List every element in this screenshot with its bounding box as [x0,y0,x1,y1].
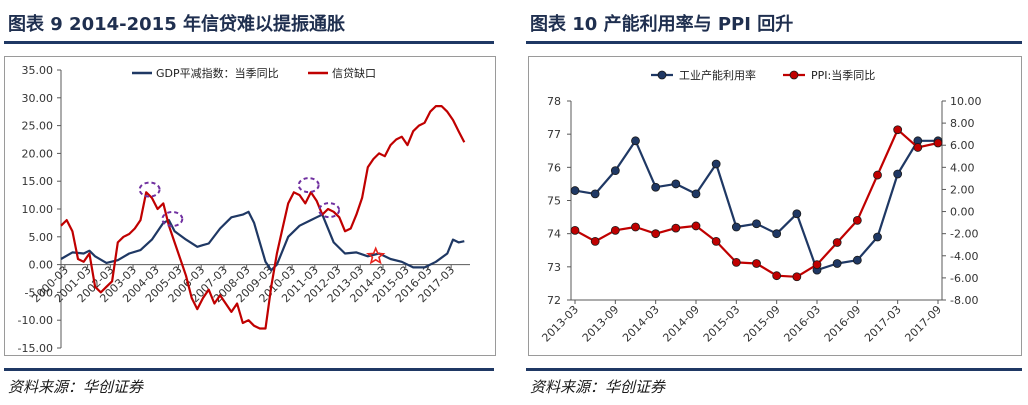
right-left-y-tick-label: 76 [547,161,561,174]
highlight-ellipse [297,177,320,194]
highlight-ellipse [161,211,184,228]
highlight-star [366,246,386,265]
left-y-tick-label: 35.00 [22,64,54,77]
left-legend: GDP平减指数：当季同比 信贷缺口 [132,66,376,80]
right-right-y-tick-label: -8.00 [950,294,978,307]
ppi-yoy-point [711,237,721,246]
left-y-tick-label: 20.00 [22,147,54,160]
ppi-yoy-point [772,271,782,281]
left-annotations [138,177,386,265]
capacity-utilization-point [631,136,640,146]
capacity-utilization-point [852,255,862,265]
highlight-ellipse [138,181,161,198]
ppi-yoy-point [651,229,661,239]
capacity-utilization-point [873,232,882,242]
capacity-utilization-point [832,259,842,268]
capacity-utilization-point [651,182,661,192]
highlight-ellipse [318,202,341,219]
capacity-utilization-point [671,179,681,189]
capacity-utilization-point [792,209,802,219]
legend-label-ppi: PPI:当季同比 [811,68,875,82]
right-source-note: 资料来源：华创证券 [530,378,666,396]
left-series-group [60,104,466,330]
legend-label-util: 工业产能利用率 [679,68,756,82]
right-source-rule [526,368,1022,371]
legend-marker-ppi [789,70,799,80]
ppi-yoy-point [852,215,862,225]
right-title-rule [526,41,1022,44]
ppi-yoy-point [691,221,701,231]
left-chart-frame [4,56,496,356]
capacity-ppi-chart: 78 77 76 75 74 73 72 10.00 8.00 6.00 4.00 2.00 0.00… [528,56,1022,356]
left-y-tick-label: 25.00 [22,120,54,133]
ppi-yoy-point [933,138,943,148]
right-left-y-tick-label: 75 [547,195,561,208]
ppi-yoy-point [893,125,903,135]
right-right-y-tick-label: 2.00 [950,183,975,196]
gdp-deflator-line [60,210,465,272]
left-figure-title: 图表 9 2014-2015 年信贷难以提振通胀 [8,14,345,35]
right-right-y-tick-label: 8.00 [950,117,975,130]
legend-label-gdp: GDP平减指数：当季同比 [156,66,279,80]
capacity-utilization-point [590,189,600,199]
ppi-yoy-point [913,143,923,152]
ppi-yoy-point [590,237,600,246]
capacity-utilization-point [752,219,761,229]
left-y-tick-label: -10.00 [18,314,53,327]
ppi-yoy-point [812,260,822,270]
ppi-yoy-point [731,258,741,267]
right-chart-frame [528,56,1022,356]
left-y-axis: 35.00 30.00 25.00 20.00 15.00 10.00 5.00 0.00 -5… [18,64,62,355]
right-right-y-tick-label: -2.00 [950,228,978,241]
legend-marker-util [657,70,667,80]
left-y-tick-label: 5.00 [29,231,54,244]
capacity-utilization-point [893,169,903,179]
right-right-y-tick-label: -6.00 [950,272,978,285]
right-y-axis-right: 10.00 8.00 6.00 4.00 2.00 0.00 -2.00 -4.00 -6.00… [941,95,982,307]
right-legend: 工业产能利用率 PPI:当季同比 [651,68,875,82]
capacity-utilization-point [691,189,701,199]
right-left-y-tick-label: 78 [547,95,561,108]
left-y-tick-label: 30.00 [22,92,54,105]
right-chart-box: 78 77 76 75 74 73 72 10.00 8.00 6.00 4.00 2.00 0.00… [528,56,1022,356]
ppi-yoy-point [671,223,681,233]
ppi-yoy-point [832,238,842,247]
right-series-group [570,125,943,282]
ppi-yoy-point [610,225,620,235]
right-y-axis-left: 78 77 76 75 74 73 72 [547,95,572,307]
right-right-y-tick-label: 4.00 [950,161,975,174]
capacity-utilization-point [731,222,741,232]
right-left-y-tick-label: 74 [547,228,561,241]
right-right-y-tick-label: 10.00 [950,95,982,108]
right-right-y-tick-label: 6.00 [950,139,975,152]
legend-label-credit: 信贷缺口 [332,66,376,80]
left-source-note: 资料来源：华创证券 [8,378,144,396]
ppi-yoy-point [631,222,640,232]
right-left-y-tick-label: 77 [547,128,561,141]
right-left-y-tick-label: 73 [547,261,561,274]
ppi-yoy-point [570,225,580,235]
left-source-rule [4,368,494,371]
left-y-tick-label: -5.00 [25,286,53,299]
right-right-y-tick-label: 0.00 [950,206,975,219]
right-right-y-tick-label: -4.00 [950,250,978,263]
ppi-yoy-point [792,272,802,282]
capacity-utilization-point [570,186,580,195]
left-y-tick-label: 10.00 [22,203,54,216]
left-chart-box: 35.00 30.00 25.00 20.00 15.00 10.00 5.00 0.00 -5… [4,56,496,356]
left-y-tick-label: -15.00 [18,342,53,355]
capacity-utilization-point [772,229,782,239]
right-figure-title: 图表 10 产能利用率与 PPI 回升 [530,14,794,35]
left-title-rule [4,41,494,44]
ppi-yoy-point [752,259,761,268]
credit-gap-line [60,104,466,330]
left-y-tick-label: 0.00 [29,259,54,272]
left-y-tick-label: 15.00 [22,175,54,188]
credit-gap-chart: 35.00 30.00 25.00 20.00 15.00 10.00 5.00 0.00 -5… [4,56,496,356]
capacity-utilization-point [711,159,721,169]
right-left-y-tick-label: 72 [547,294,561,307]
ppi-yoy-point [873,170,882,180]
capacity-utilization-point [610,166,620,176]
